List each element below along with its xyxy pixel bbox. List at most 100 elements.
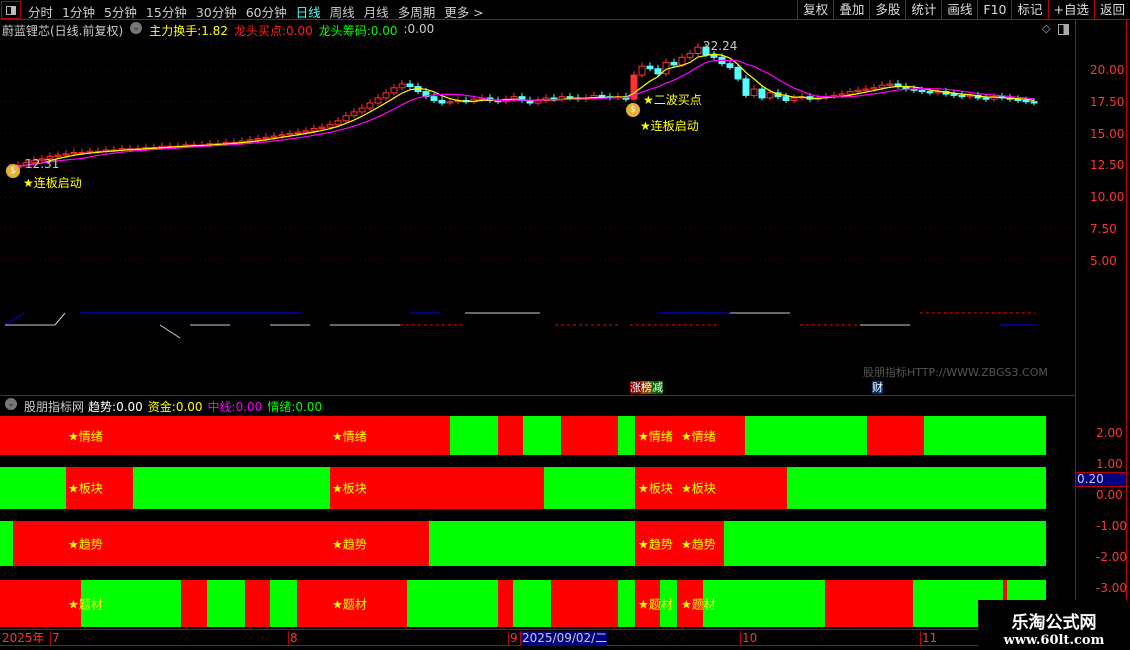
indicator-bar-row: ★题材 ★题材 ★题材 ★题材 (0, 580, 1046, 627)
toolbar-button[interactable]: +自选 (1047, 0, 1094, 20)
info-value: 1.82 (201, 24, 228, 38)
info-value: 0.00 (286, 24, 313, 38)
indicator-axis-label: 0.00 (1096, 488, 1123, 502)
info-label: 龙头筹码: (318, 24, 371, 38)
toolbar-button[interactable]: F10 (977, 0, 1011, 20)
toolbar-button[interactable]: 复权 (797, 0, 833, 20)
period-tab[interactable]: 15分钟 (145, 5, 187, 20)
chevron-down-icon[interactable]: ⌄ (5, 398, 17, 410)
indicator-axis-label: 2.00 (1096, 426, 1123, 440)
bar-segment (513, 580, 551, 627)
bar-segment (618, 580, 635, 627)
candle-body (790, 97, 798, 101)
indicator-item: 趋势:0.00 (88, 398, 143, 415)
indicator-value: 0.00 (175, 400, 203, 414)
candle-body (918, 89, 926, 93)
period-tab[interactable]: 30分钟 (195, 5, 237, 20)
bar-label: ★情绪 (332, 429, 367, 443)
candle-body (70, 152, 78, 155)
info-item: 主力换手:1.82 (149, 22, 228, 39)
bar-segment (181, 580, 207, 627)
candle-body (758, 88, 766, 99)
price-axis-label: 17.50 (1090, 94, 1125, 109)
bar-segment (867, 416, 924, 455)
panel-toggle-icon[interactable] (1058, 24, 1069, 35)
toolbar-button[interactable]: 多股 (869, 0, 905, 20)
tag-jian[interactable]: 减 (652, 381, 663, 394)
bar-segment (0, 521, 13, 566)
candle-body (526, 99, 534, 104)
candle-body (654, 68, 662, 75)
bar-segment (297, 580, 407, 627)
period-tab[interactable]: 月线 (363, 5, 389, 20)
period-tab[interactable]: 周线 (329, 5, 355, 20)
bar-label: ★题材 (681, 597, 716, 611)
panel-toggle-button[interactable] (1, 1, 21, 19)
toolbar-button[interactable]: 返回 (1093, 0, 1130, 20)
candlestick-chart[interactable] (0, 20, 1075, 395)
indicator-bar-row: ★趋势 ★趋势 ★趋势 ★趋势 (0, 521, 1046, 566)
toolbar-button[interactable]: 画线 (941, 0, 977, 20)
candle-body (926, 91, 934, 94)
period-tab[interactable]: 60分钟 (245, 5, 287, 20)
candle-body (254, 138, 262, 141)
toolbar-button[interactable]: 标记 (1011, 0, 1047, 20)
bar-segment (207, 580, 245, 627)
indicator-value: 0.00 (235, 400, 263, 414)
diamond-icon[interactable]: ◇ (1042, 22, 1051, 35)
stock-title: 蔚蓝锂芯(日线.前复权) (2, 24, 124, 38)
bar-segment (635, 580, 660, 627)
candle-body (262, 136, 270, 140)
ma-line-5 (9, 53, 1035, 169)
bar-segment (551, 580, 618, 627)
date-axis: 2025年 7 8 9 2025/09/02/二 10 11 (0, 629, 1075, 646)
candle-body (782, 96, 790, 101)
candle-body (886, 83, 894, 86)
indicator-name[interactable]: 股朋指标网 (24, 400, 85, 414)
bar-label: ★板块 (638, 481, 673, 496)
tag-zt[interactable]: 涨 (630, 381, 641, 394)
date-month-7: 7 (50, 631, 60, 646)
cursor-value: 0.20 (1075, 472, 1127, 487)
period-tab[interactable]: 多周期 (397, 5, 436, 20)
bar-segment (618, 416, 635, 455)
candle-body (646, 65, 654, 70)
event-tags[interactable]: 涨榜减 (630, 381, 663, 394)
candle-body (702, 46, 710, 56)
bar-label: ★趋势 (68, 537, 103, 551)
bar-label: ★题材 (332, 597, 367, 611)
bar-segment (66, 467, 133, 509)
period-tab[interactable]: 分时 (28, 5, 54, 20)
candle-body (766, 92, 774, 99)
bar-label: ★情绪 (681, 429, 716, 443)
bar-segment (81, 580, 181, 627)
bar-segment (0, 467, 66, 509)
candle-body (246, 139, 254, 142)
candle-body (598, 94, 606, 98)
period-tab[interactable]: 5分钟 (103, 5, 137, 20)
period-tab[interactable]: 日线 (295, 5, 321, 20)
candle-body (734, 66, 742, 80)
bar-segment (825, 580, 913, 627)
tag-cai[interactable]: 财 (872, 381, 883, 394)
bar-label: ★情绪 (68, 429, 103, 443)
candle-body (838, 93, 846, 96)
period-tab[interactable]: 更多 > (444, 5, 484, 20)
signal-label-start: ★连板启动 (640, 119, 699, 133)
bar-segment (635, 416, 745, 455)
period-tab[interactable]: 1分钟 (62, 5, 95, 20)
watermark-url: www.60lt.com (1003, 633, 1105, 648)
bar-label: ★板块 (681, 481, 716, 496)
toolbar-button[interactable]: 统计 (905, 0, 941, 20)
tag-bang[interactable]: 榜 (641, 381, 652, 394)
candle-body (550, 97, 558, 100)
bar-segment (660, 580, 677, 627)
candle-body (686, 52, 694, 58)
candle-body (854, 89, 862, 93)
toolbar-button[interactable]: 叠加 (833, 0, 869, 20)
candle-body (438, 99, 446, 104)
candle-body (630, 74, 638, 100)
candle-body (294, 131, 302, 135)
bar-segment (544, 467, 635, 509)
chevron-down-icon[interactable]: ⌄ (130, 22, 143, 34)
